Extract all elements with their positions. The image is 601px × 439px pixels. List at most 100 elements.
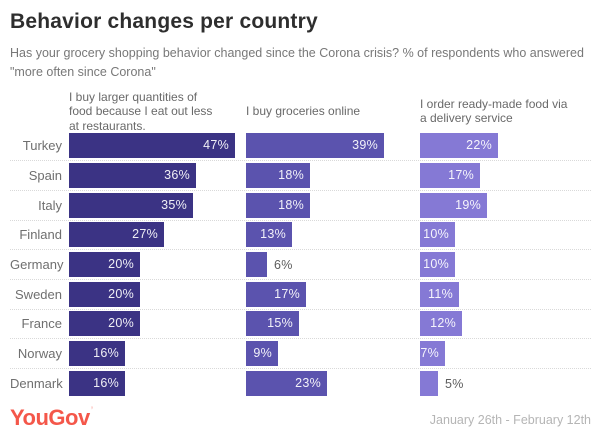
bar-series-3 (420, 371, 438, 397)
chart-row-italy: Italy 35% 18% 19% (10, 191, 591, 221)
chart-footer: YouGov’ January 26th - February 12th (10, 405, 591, 431)
yougov-logo-text: YouGov (10, 405, 90, 430)
bar-series-3: 10% (420, 252, 455, 278)
bar-value-label: 18% (278, 197, 304, 212)
bar-series-1: 27% (69, 222, 164, 248)
bar-cell-series-2: 18% (246, 192, 420, 218)
country-label: Denmark (10, 376, 63, 392)
bar-series-1: 47% (69, 133, 235, 159)
date-range: January 26th - February 12th (429, 413, 591, 427)
bar-cell-series-1: 16% (69, 371, 246, 397)
bar-value-label: 16% (93, 376, 119, 391)
country-label: Turkey (22, 138, 62, 154)
bar-value-label: 15% (267, 316, 293, 331)
bar-cell-series-3: 11% (420, 281, 591, 307)
chart-subtitle: Has your grocery shopping behavior chang… (10, 46, 584, 79)
bar-value-label: 39% (352, 138, 378, 153)
bar-cell-series-1: 20% (69, 252, 246, 278)
bar-series-1: 36% (69, 163, 196, 189)
bar-cell-series-2: 18% (246, 163, 420, 189)
bar-value-label: 18% (278, 168, 304, 183)
bar-series-2: 18% (246, 163, 310, 189)
bar-series-2: 18% (246, 192, 310, 218)
bar-series-1: 20% (69, 281, 140, 307)
bar-value-label: 20% (108, 257, 134, 272)
bar-cell-series-1: 35% (69, 192, 246, 218)
bar-series-2: 9% (246, 341, 278, 367)
bar-value-label: 5% (445, 376, 464, 391)
chart-row-germany: Germany 20% 6% 10% (10, 250, 591, 280)
country-label: France (21, 316, 62, 332)
bar-series-2 (246, 252, 267, 278)
yougov-logo: YouGov’ (10, 405, 93, 431)
country-label: Germany (10, 257, 64, 273)
chart-row-norway: Norway 16% 9% 7% (10, 339, 591, 369)
chart-row-sweden: Sweden 20% 17% 11% (10, 280, 591, 310)
bar-value-label: 27% (132, 227, 158, 242)
series-header-ready-made-food: I order ready-made food via a delivery s… (420, 96, 568, 126)
country-label: Norway (17, 346, 62, 362)
bar-cell-series-2: 9% (246, 341, 420, 367)
bar-value-label: 9% (253, 346, 272, 361)
bar-value-label: 20% (108, 286, 134, 301)
bar-cell-series-1: 16% (69, 341, 246, 367)
bar-series-1: 35% (69, 192, 193, 218)
bar-value-label: 6% (274, 257, 293, 272)
chart-row-turkey: Turkey 47% 39% 22% (10, 132, 591, 162)
bar-cell-series-1: 27% (69, 222, 246, 248)
bar-cell-series-1: 20% (69, 311, 246, 337)
bar-value-label: 12% (430, 316, 456, 331)
bar-series-1: 16% (69, 341, 125, 367)
chart-row-denmark: Denmark 16% 23% 5% (10, 369, 591, 399)
bar-value-label: 16% (93, 346, 119, 361)
bar-value-label: 22% (466, 138, 492, 153)
series-header-larger-quantities: I buy larger quantities of food because … (69, 89, 213, 133)
logo-trademark-tick: ’ (90, 405, 93, 417)
bar-series-2: 39% (246, 133, 384, 159)
bar-value-label: 17% (448, 168, 474, 183)
bar-value-label: 10% (423, 257, 449, 272)
bar-cell-series-1: 47% (69, 133, 246, 159)
bar-value-label: 20% (108, 316, 134, 331)
chart-row-spain: Spain 36% 18% 17% (10, 161, 591, 191)
bar-value-label: 17% (274, 286, 300, 301)
bar-value-label: 13% (260, 227, 286, 242)
country-label: Italy (38, 197, 62, 213)
bar-cell-series-1: 20% (69, 281, 246, 307)
country-label: Finland (19, 227, 62, 243)
bar-series-3: 7% (420, 341, 445, 367)
bar-cell-series-2: 13% (246, 222, 420, 248)
bar-series-2: 23% (246, 371, 327, 397)
bar-series-3: 22% (420, 133, 498, 159)
bar-value-label: 47% (203, 138, 229, 153)
bar-value-label: 36% (164, 168, 190, 183)
bar-series-2: 17% (246, 281, 306, 307)
bar-value-label: 35% (161, 197, 187, 212)
country-label: Sweden (15, 286, 62, 302)
page-title: Behavior changes per country (10, 10, 318, 33)
bar-cell-series-2: 17% (246, 281, 420, 307)
bar-cell-series-3: 22% (420, 133, 591, 159)
series-headers: I buy larger quantities of food because … (10, 90, 591, 133)
chart-row-france: France 20% 15% 12% (10, 310, 591, 340)
country-label: Spain (28, 168, 62, 184)
bar-series-2: 13% (246, 222, 292, 248)
bar-cell-series-3: 19% (420, 192, 591, 218)
bar-cell-series-2: 6% (246, 252, 420, 278)
bar-value-label: 23% (295, 376, 321, 391)
bar-series-2: 15% (246, 311, 299, 337)
series-header-groceries-online: I buy groceries online (246, 104, 361, 119)
bar-value-label: 7% (420, 346, 439, 361)
chart-row-finland: Finland 27% 13% 10% (10, 221, 591, 251)
bar-cell-series-1: 36% (69, 163, 246, 189)
bar-cell-series-3: 10% (420, 222, 591, 248)
bar-series-3: 11% (420, 281, 459, 307)
bar-series-3: 17% (420, 163, 480, 189)
bar-series-3: 12% (420, 311, 462, 337)
bar-series-3: 19% (420, 192, 487, 218)
bar-cell-series-3: 10% (420, 252, 591, 278)
bar-cell-series-2: 15% (246, 311, 420, 337)
bar-value-label: 19% (455, 197, 481, 212)
bar-series-1: 16% (69, 371, 125, 397)
